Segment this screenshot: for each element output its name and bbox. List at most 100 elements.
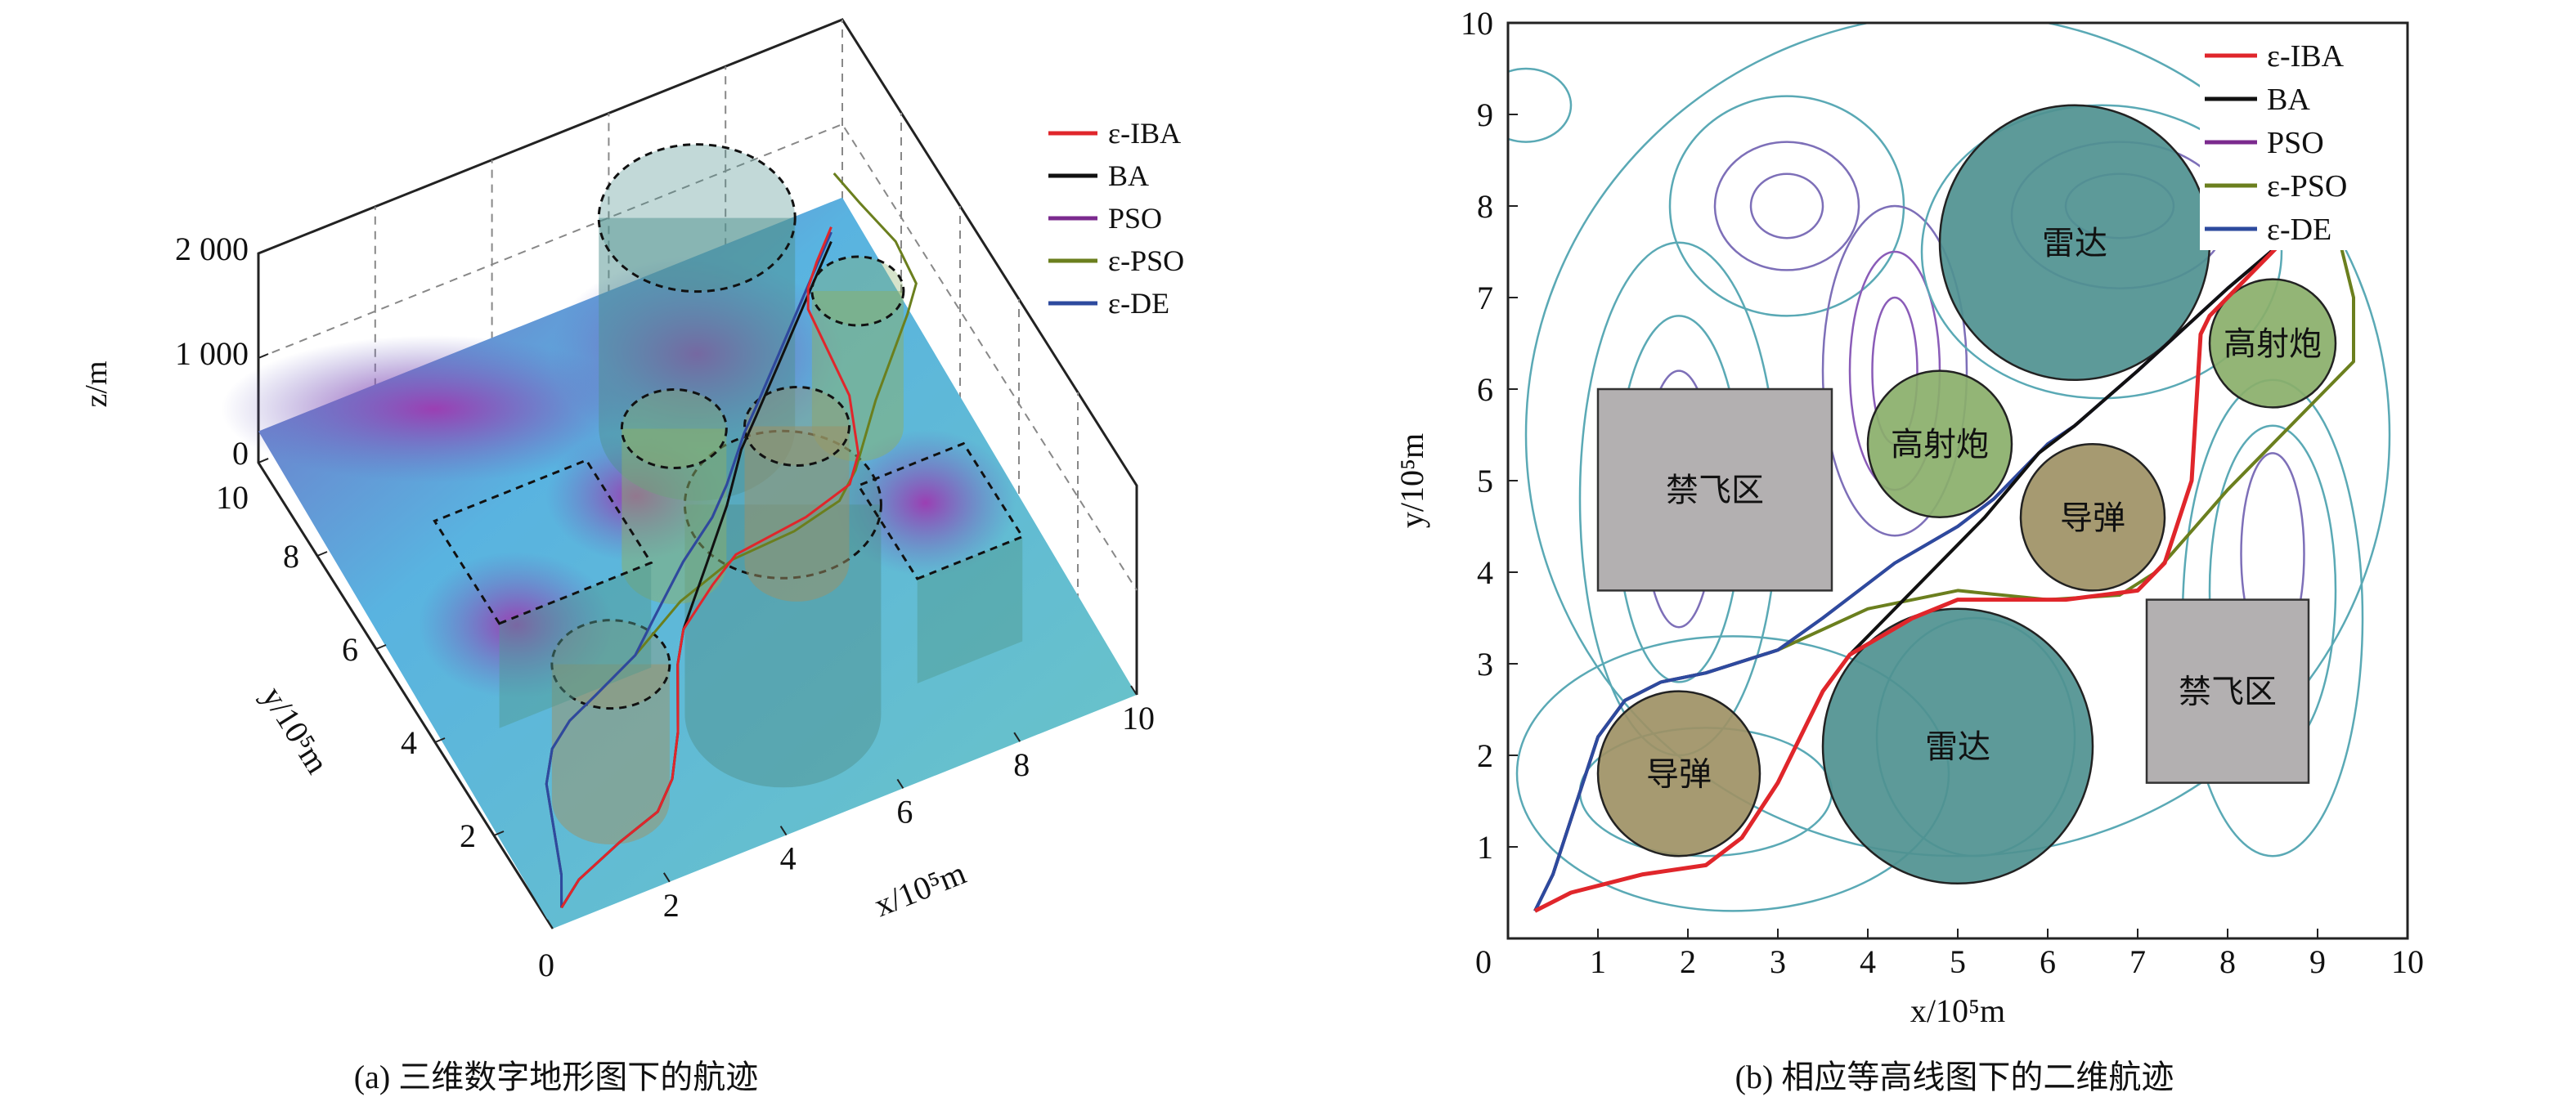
threat-label: 高射炮 — [1891, 426, 1989, 463]
threat-label: 高射炮 — [2224, 325, 2322, 362]
obstacle-threat: 高射炮 — [1866, 369, 2013, 519]
contour-line — [2010, 141, 2229, 290]
x-tick-label: 5 — [1950, 943, 1966, 980]
x-tick-label: 4 — [780, 840, 797, 877]
grid-line — [258, 123, 1138, 591]
contour-lines — [1508, 23, 2391, 912]
contour-line — [1578, 241, 1779, 757]
obstacle-no-fly-zone: 禁飞区 — [2145, 598, 2310, 784]
path-eps-pso — [1533, 159, 2355, 912]
x-tick — [662, 872, 671, 883]
obstacle-threat: 雷达 — [1821, 607, 2094, 885]
y-axis-label: y/10⁵m — [1393, 433, 1430, 528]
x-tick-label: 6 — [2040, 943, 2056, 980]
contour-line — [1920, 104, 2283, 400]
contour-line — [1871, 296, 1919, 446]
obstacle-threat: 雷达 — [1938, 104, 2211, 382]
x-axis-label: x/10⁵m — [869, 854, 972, 924]
x-tick-label: 3 — [1770, 943, 1786, 980]
y-tick — [375, 644, 387, 650]
x-tick-label: 0 — [1475, 943, 1492, 980]
cylinder-top — [550, 619, 671, 710]
x-axis-label: x/10⁵m — [1910, 992, 2005, 1029]
y-tick-label: 2 — [1477, 737, 1493, 774]
x-tick-label: 0 — [538, 947, 554, 983]
y-tick-label: 6 — [342, 631, 358, 668]
y-tick-label: 4 — [401, 724, 417, 761]
no-fly-label: 禁飞区 — [1666, 472, 1764, 508]
legend-label: ε-PSO — [2267, 169, 2347, 204]
legend-label: ε-IBA — [2267, 39, 2345, 74]
legend-label: ε-DE — [2267, 213, 2331, 247]
contour-line — [1875, 616, 2076, 857]
contour-line — [2064, 172, 2175, 240]
threat-circle — [1821, 607, 2094, 885]
path-ba — [1534, 241, 2283, 913]
plot-frame — [1506, 21, 2409, 940]
y-tick-label: 6 — [1477, 371, 1493, 408]
y-tick-label: 1 — [1477, 829, 1493, 866]
threat-label: 导弹 — [2060, 499, 2125, 536]
obstacle-threat: 导弹 — [2019, 442, 2166, 592]
y-tick-label: 7 — [1477, 280, 1493, 316]
cylinder-body — [811, 291, 904, 462]
legend-3d: ε-IBA BA PSO ε-PSO ε-DE — [1048, 117, 1184, 320]
x-tick-label: 1 — [1590, 943, 1606, 980]
x-tick-label: 8 — [1013, 746, 1030, 783]
x-tick — [1013, 732, 1021, 742]
x-tick-label: 2 — [1680, 943, 1696, 980]
prism-top — [433, 459, 653, 625]
path3d-eps-iba — [560, 226, 860, 909]
threat-circle — [2208, 278, 2337, 409]
x-tick-label: 4 — [1860, 943, 1876, 980]
legend-label: ε-IBA — [1108, 117, 1181, 150]
prism-top — [856, 441, 1025, 580]
legend-label: ε-DE — [1108, 287, 1169, 320]
cylinder-top — [620, 388, 728, 470]
x-tick — [546, 919, 554, 929]
caption-a: (a) 三维数字地形图下的航迹 — [353, 1059, 759, 1095]
terrain-3d-plot: 0 2 4 6 8 10 2 4 6 8 10 0 1 000 2 000 z/m y/10⁵m x/10… — [79, 18, 1184, 983]
legend-label: ε-PSO — [1108, 244, 1184, 277]
no-fly-label: 禁飞区 — [2179, 674, 2277, 710]
z-tick — [258, 458, 269, 463]
z-tick — [258, 353, 269, 359]
contour-line — [1508, 67, 1573, 143]
z-tick-label: 1 000 — [175, 335, 249, 372]
threat-circle — [1866, 369, 2013, 519]
x-tick — [896, 778, 904, 789]
x-tick-label: 10 — [1122, 700, 1155, 737]
contour-line — [1515, 635, 1950, 912]
path-eps-de — [1533, 241, 2283, 912]
y-tick-label: 5 — [1477, 463, 1493, 499]
terrain-peak — [418, 551, 615, 699]
axes-box — [257, 18, 1138, 929]
contour-line — [1749, 172, 1824, 240]
z-tick-label: 0 — [232, 435, 249, 472]
contour-line — [2240, 452, 2305, 656]
threat-circle — [2019, 442, 2166, 592]
legend-label: BA — [2267, 83, 2310, 117]
contour-line — [1848, 250, 1941, 491]
path-eps-iba — [1533, 241, 2283, 913]
legend-label: PSO — [2267, 126, 2324, 160]
y-tick-label: 4 — [1477, 554, 1493, 591]
x-tick-label: 9 — [2309, 943, 2326, 980]
cylinder-top — [597, 143, 797, 293]
prism-side — [499, 562, 652, 728]
y-tick-label: 10 — [1461, 5, 1493, 42]
contour-line — [1668, 95, 1905, 317]
y-axis-label: y/10⁵m — [255, 680, 337, 780]
threat-circle — [1938, 104, 2211, 382]
contour-line — [2181, 378, 2364, 857]
contour-line — [1578, 727, 1833, 857]
y-tick-label: 2 — [460, 817, 476, 854]
y-tick — [493, 831, 505, 836]
contour-line — [1713, 141, 1860, 271]
x-tick-label: 6 — [896, 793, 913, 830]
y-tick-label: 3 — [1477, 646, 1493, 683]
legend-label: PSO — [1108, 202, 1162, 235]
threat-circle — [1596, 690, 1761, 857]
x-tick — [779, 826, 788, 836]
obstacle-no-fly-zone: 禁飞区 — [1596, 387, 1833, 592]
